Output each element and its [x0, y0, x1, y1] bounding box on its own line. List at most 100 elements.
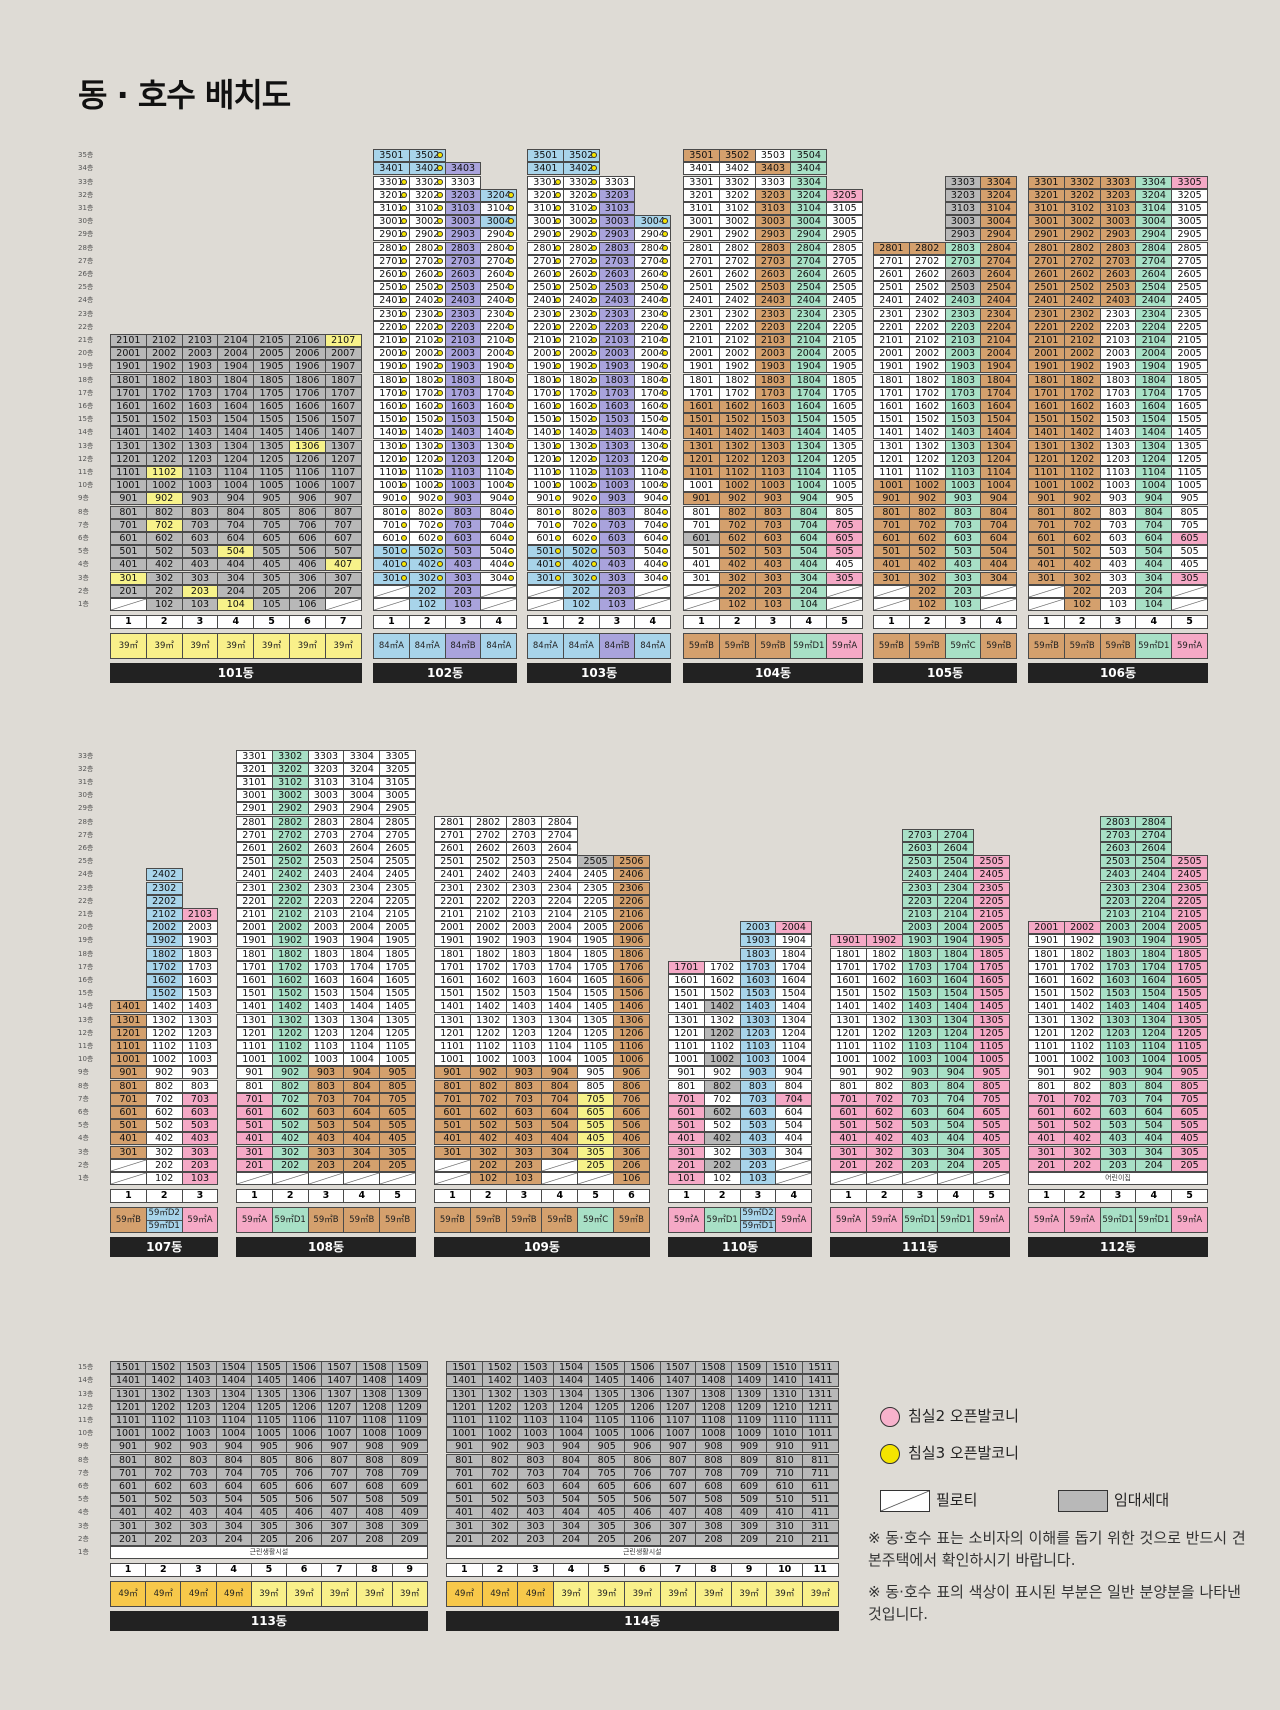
unit-cell[interactable]: 2302: [908, 307, 946, 321]
unit-cell[interactable]: 604: [217, 532, 255, 545]
unit-cell[interactable]: 304: [480, 571, 518, 585]
unit-cell[interactable]: 1605: [1171, 974, 1208, 987]
unit-cell[interactable]: 903: [307, 1066, 345, 1080]
unit-cell[interactable]: 704: [480, 518, 518, 532]
unit-cell[interactable]: 402: [408, 558, 446, 572]
unit-cell[interactable]: 405: [826, 558, 863, 572]
unit-cell[interactable]: 601: [527, 532, 564, 545]
unit-cell[interactable]: 2401: [1028, 294, 1065, 308]
unit-cell[interactable]: 1204: [343, 1026, 381, 1040]
unit-cell[interactable]: 1702: [865, 960, 903, 974]
unit-cell[interactable]: 1304: [790, 439, 828, 453]
unit-cell[interactable]: 2104: [790, 334, 828, 347]
unit-cell[interactable]: 301: [434, 1145, 471, 1159]
unit-cell[interactable]: 804: [775, 1079, 813, 1093]
unit-cell[interactable]: 603: [307, 1106, 345, 1119]
unit-cell[interactable]: 2903: [1099, 228, 1137, 242]
unit-cell[interactable]: 2001: [527, 347, 564, 361]
unit-cell[interactable]: 1402: [865, 1000, 903, 1014]
unit-cell[interactable]: 2001: [236, 921, 273, 935]
unit-cell[interactable]: 3302: [1063, 175, 1101, 189]
unit-cell[interactable]: 1202: [145, 1400, 182, 1414]
unit-cell[interactable]: 301: [110, 571, 147, 585]
unit-cell[interactable]: 502: [1063, 545, 1101, 559]
unit-cell[interactable]: 903: [181, 492, 219, 506]
unit-cell[interactable]: 903: [598, 492, 636, 506]
unit-cell[interactable]: 3303: [598, 175, 636, 189]
unit-cell[interactable]: 1502: [908, 413, 946, 427]
unit-cell[interactable]: 301: [830, 1145, 867, 1159]
unit-cell[interactable]: 2703: [1099, 254, 1137, 268]
unit-cell[interactable]: 1002: [703, 1053, 741, 1067]
unit-cell[interactable]: 1701: [373, 386, 410, 400]
unit-cell[interactable]: 604: [634, 532, 672, 545]
unit-cell[interactable]: 502: [145, 1119, 183, 1133]
unit-cell[interactable]: 601: [236, 1106, 273, 1119]
unit-cell[interactable]: 403: [517, 1506, 554, 1520]
unit-cell[interactable]: 103: [444, 598, 482, 611]
unit-cell[interactable]: 904: [1135, 492, 1173, 506]
unit-cell[interactable]: 1011: [802, 1427, 839, 1441]
unit-cell[interactable]: 606: [286, 1480, 323, 1493]
unit-cell[interactable]: 2103: [181, 908, 219, 921]
unit-cell[interactable]: 1402: [408, 426, 446, 440]
unit-cell[interactable]: 1403: [505, 1000, 543, 1014]
unit-cell[interactable]: 2501: [873, 281, 910, 295]
unit-cell[interactable]: 505: [379, 1119, 416, 1133]
unit-cell[interactable]: 207: [659, 1532, 697, 1546]
unit-cell[interactable]: 902: [562, 492, 600, 506]
unit-cell[interactable]: 603: [181, 1106, 219, 1119]
unit-cell[interactable]: 2901: [373, 228, 410, 242]
unit-cell[interactable]: 1803: [754, 373, 792, 387]
unit-cell[interactable]: 1202: [908, 452, 946, 466]
unit-cell[interactable]: 1901: [236, 934, 273, 948]
unit-cell[interactable]: 103: [944, 598, 982, 611]
unit-cell[interactable]: 303: [901, 1145, 939, 1159]
unit-cell[interactable]: 102: [718, 598, 756, 611]
unit-cell[interactable]: 703: [444, 518, 482, 532]
unit-cell[interactable]: 1602: [718, 400, 756, 413]
unit-cell[interactable]: 1403: [517, 1374, 554, 1388]
unit-cell[interactable]: 806: [289, 505, 326, 519]
unit-cell[interactable]: 2902: [718, 228, 756, 242]
unit-cell[interactable]: 1805: [973, 947, 1010, 961]
unit-cell[interactable]: 606: [624, 1480, 661, 1493]
unit-cell[interactable]: 3401: [683, 162, 720, 176]
unit-cell[interactable]: 306: [289, 571, 326, 585]
unit-cell[interactable]: 2502: [562, 281, 600, 295]
unit-cell[interactable]: 2005: [577, 921, 614, 935]
unit-cell[interactable]: 2704: [1135, 254, 1173, 268]
unit-cell[interactable]: 2903: [944, 228, 982, 242]
unit-cell[interactable]: 1304: [634, 439, 672, 453]
unit-cell[interactable]: [634, 598, 672, 611]
unit-cell[interactable]: 1102: [408, 466, 446, 479]
unit-cell[interactable]: 901: [446, 1440, 483, 1454]
unit-cell[interactable]: 1106: [613, 1040, 650, 1053]
unit-cell[interactable]: 2003: [444, 347, 482, 361]
unit-cell[interactable]: [110, 1158, 147, 1172]
unit-cell[interactable]: 3301: [527, 175, 564, 189]
unit-cell[interactable]: 2504: [1135, 281, 1173, 295]
unit-cell[interactable]: 1104: [343, 1040, 381, 1053]
unit-cell[interactable]: 2505: [1171, 855, 1208, 869]
unit-cell[interactable]: 2204: [634, 320, 672, 334]
unit-cell[interactable]: 2302: [145, 881, 183, 895]
unit-cell[interactable]: 3301: [373, 175, 410, 189]
unit-cell[interactable]: 1102: [1063, 466, 1101, 479]
unit-cell[interactable]: 509: [730, 1493, 768, 1507]
unit-cell[interactable]: 406: [289, 558, 326, 572]
unit-cell[interactable]: 1004: [480, 479, 518, 493]
unit-cell[interactable]: 1707: [324, 386, 362, 400]
unit-cell[interactable]: 905: [1171, 492, 1208, 506]
unit-cell[interactable]: 1806: [289, 373, 326, 387]
unit-cell[interactable]: 501: [1028, 545, 1065, 559]
unit-cell[interactable]: 2803: [944, 241, 982, 255]
unit-cell[interactable]: 603: [517, 1480, 554, 1493]
unit-cell[interactable]: 703: [598, 518, 636, 532]
unit-cell[interactable]: 2604: [480, 268, 518, 281]
unit-cell[interactable]: 2103: [598, 334, 636, 347]
unit-cell[interactable]: 1202: [562, 452, 600, 466]
unit-cell[interactable]: [480, 584, 518, 598]
unit-cell[interactable]: 3403: [444, 162, 482, 176]
unit-cell[interactable]: 1203: [1099, 1026, 1137, 1040]
